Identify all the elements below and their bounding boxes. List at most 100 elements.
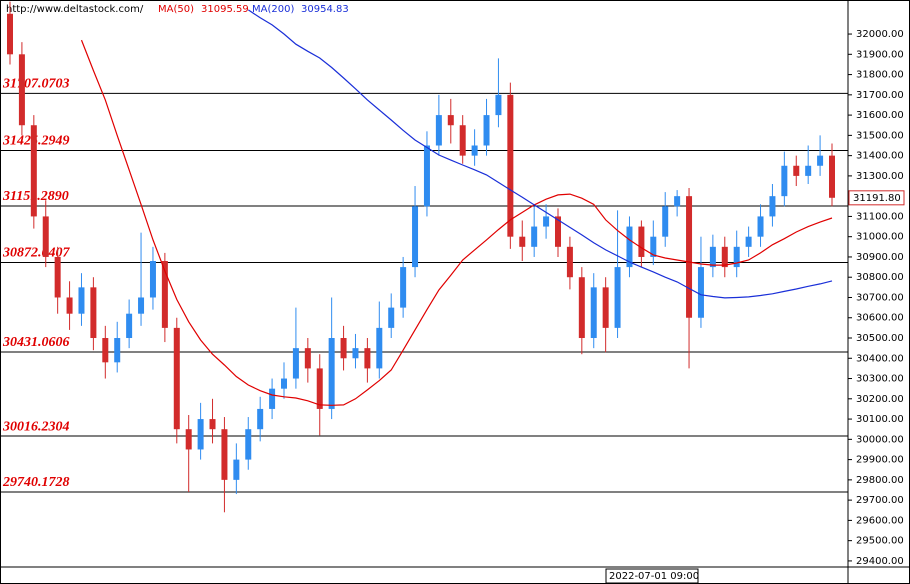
candle-body: [18, 54, 25, 126]
y-tick-label: 32000.00: [856, 29, 904, 40]
candle-body: [447, 115, 454, 126]
candle-body: [269, 388, 276, 409]
candle-body: [376, 327, 383, 369]
candle-body: [54, 256, 61, 298]
source-url: http://www.deltastock.com/: [6, 4, 144, 15]
candle-body: [555, 216, 561, 247]
candle-body: [412, 206, 419, 268]
y-tick-label: 30100.00: [856, 414, 904, 425]
y-tick-label: 30000.00: [856, 434, 904, 445]
y-tick-label: 31700.00: [856, 90, 904, 101]
level-label: 29740.1728: [2, 475, 70, 490]
candle-body: [221, 429, 228, 480]
candle-body: [149, 261, 156, 298]
legend-name: MA(50): [158, 4, 194, 15]
legend-name: MA(200): [252, 4, 294, 15]
candle-body: [769, 196, 776, 217]
y-tick-label: 31300.00: [856, 171, 904, 182]
candle-body: [674, 196, 681, 207]
candle-body: [531, 226, 538, 247]
candle-body: [435, 115, 442, 146]
date-box: [605, 568, 699, 584]
candle-body: [352, 348, 359, 359]
candle-body: [281, 378, 287, 389]
candle-body: [42, 216, 49, 257]
y-tick-label: 30400.00: [856, 353, 904, 364]
level-label: 30016.2304: [2, 419, 70, 434]
candle-body: [638, 226, 645, 257]
y-tick-label: 30200.00: [856, 394, 904, 405]
candle-body: [388, 307, 395, 328]
candle-body: [161, 261, 168, 328]
candle-body: [173, 327, 180, 430]
candle-body: [138, 297, 145, 314]
candle-body: [316, 368, 323, 409]
candle-body: [30, 125, 37, 217]
candle-body: [578, 277, 585, 339]
candle-body: [233, 459, 240, 480]
candle-body: [328, 338, 335, 409]
y-tick-label: 31600.00: [856, 110, 904, 121]
y-tick-label: 30900.00: [856, 252, 904, 263]
y-tick-label: 31900.00: [856, 49, 904, 60]
candle-body: [757, 216, 764, 237]
candle-body: [686, 196, 693, 318]
candle-body: [519, 236, 526, 247]
y-tick-label: 30600.00: [856, 313, 904, 324]
y-tick-label: 30800.00: [856, 272, 904, 283]
y-tick-label: 30500.00: [856, 333, 904, 344]
candle-body: [793, 165, 800, 176]
y-tick-label: 29600.00: [856, 515, 904, 526]
candle-body: [197, 419, 204, 450]
candle-body: [423, 145, 430, 207]
y-tick-label: 31400.00: [856, 151, 904, 162]
candle-body: [507, 94, 514, 237]
candle-body: [471, 145, 478, 156]
candle-body: [662, 206, 669, 237]
y-tick-label: 31500.00: [856, 130, 904, 141]
y-tick-label: 29800.00: [856, 475, 904, 486]
ma-line: [80, 39, 833, 406]
y-tick-label: 31100.00: [856, 211, 904, 222]
candle-body: [650, 236, 657, 257]
candle-body: [400, 267, 407, 308]
candle-body: [257, 408, 264, 430]
candle-body: [7, 13, 13, 55]
candle-body: [364, 348, 371, 369]
last-price-label: 31191.80: [853, 193, 901, 204]
candle-body: [721, 246, 728, 268]
ma-line: [247, 9, 833, 299]
legend-value: 31095.59: [201, 4, 249, 15]
candle-body: [495, 94, 502, 116]
candle-body: [245, 429, 252, 460]
legend-value: 30954.83: [301, 4, 349, 15]
candle-body: [340, 338, 347, 359]
candle-body: [78, 287, 85, 314]
candle-body: [566, 246, 573, 278]
candle-body: [745, 236, 752, 247]
candle-body: [185, 429, 192, 450]
candle-body: [459, 125, 466, 156]
candle-body: [66, 297, 73, 314]
candle-body: [733, 246, 740, 268]
candle-body: [805, 165, 812, 176]
candle-body: [304, 348, 311, 369]
date-label: 2022-07-01 09:00: [609, 571, 699, 582]
candle-body: [817, 155, 824, 166]
candle-body: [590, 287, 597, 339]
level-label: 31707.0703: [2, 77, 70, 92]
y-tick-label: 30300.00: [856, 374, 904, 385]
y-tick-label: 29900.00: [856, 455, 904, 466]
candle-body: [90, 287, 97, 339]
candle-body: [209, 419, 216, 430]
level-label: 30431.0606: [2, 335, 70, 350]
candle-body: [602, 287, 609, 328]
candle-body: [614, 267, 621, 328]
y-tick-label: 29400.00: [856, 556, 904, 567]
candle-body: [292, 348, 299, 379]
candle-body: [709, 246, 716, 268]
candle-body: [697, 267, 704, 318]
